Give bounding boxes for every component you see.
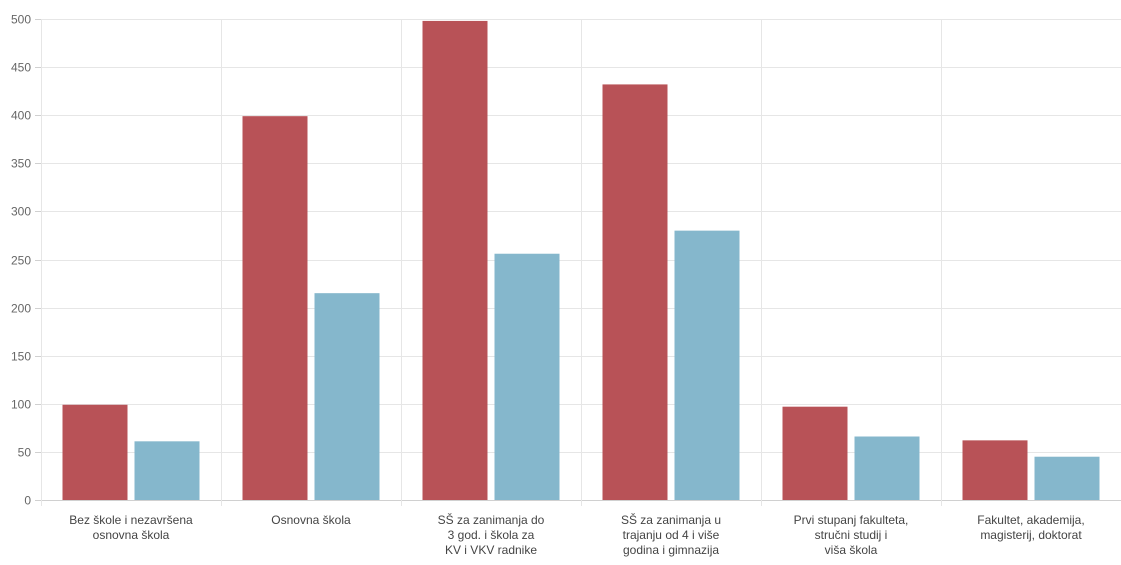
bar-series-2-cat-6[interactable]	[1034, 456, 1100, 500]
x-tick-label: Fakultet, akademija, magisterij, doktorat	[977, 513, 1084, 542]
x-tick-label: SŠ za zanimanja do 3 god. i škola za KV i …	[438, 512, 545, 557]
x-tick-label-line: SŠ za zanimanja u	[621, 512, 721, 527]
x-tick-label-line: KV i VKV radnike	[445, 543, 537, 557]
x-tick-label-line: Bez škole i nezavršena	[69, 513, 193, 527]
y-tick-label: 150	[11, 350, 31, 364]
bar-series-1-cat-2[interactable]	[242, 116, 308, 501]
y-tick-label: 0	[24, 494, 31, 508]
y-tick-label: 500	[11, 13, 31, 27]
x-tick-label-line: Osnovna škola	[271, 513, 351, 527]
x-tick-label-line: trajanju od 4 i više	[623, 528, 720, 542]
y-tick-label: 50	[18, 446, 32, 460]
x-tick-label-line: viša škola	[825, 543, 878, 557]
y-tick-label: 250	[11, 254, 31, 268]
x-tick-label: Bez škole i nezavršena osnovna škola	[69, 513, 193, 542]
x-tick-label-line: godina i gimnazija	[623, 543, 719, 557]
y-tick-label: 350	[11, 157, 31, 171]
y-tick-label: 200	[11, 302, 31, 316]
bars-layer	[62, 20, 1100, 501]
axis-layer: 0 50 100 150 200 250 300 350 400 450 500 Bez škole …	[11, 13, 1085, 558]
x-tick-label: Osnovna škola	[271, 513, 351, 527]
bar-series-2-cat-1[interactable]	[134, 441, 200, 500]
bar-series-2-cat-2[interactable]	[314, 293, 380, 500]
bar-series-1-cat-3[interactable]	[422, 20, 488, 500]
bar-series-1-cat-5[interactable]	[782, 406, 848, 500]
y-tick-label: 300	[11, 205, 31, 219]
bar-series-1-cat-6[interactable]	[962, 440, 1028, 500]
x-tick-label-line: Fakultet, akademija,	[977, 513, 1084, 527]
bar-series-2-cat-5[interactable]	[854, 436, 920, 500]
x-tick-label-line: SŠ za zanimanja do	[438, 512, 545, 527]
x-tick-label: SŠ za zanimanja u trajanju od 4 i više god…	[621, 512, 721, 557]
x-tick-label-line: 3 god. i škola za	[448, 528, 535, 542]
x-tick-label-line: magisterij, doktorat	[980, 528, 1082, 542]
x-tick-label-line: Prvi stupanj fakulteta,	[794, 513, 909, 527]
y-tick-label: 100	[11, 398, 31, 412]
x-tick-label-line: osnovna škola	[93, 528, 170, 542]
bar-series-1-cat-1[interactable]	[62, 404, 128, 500]
bar-series-1-cat-4[interactable]	[602, 84, 668, 500]
bar-series-2-cat-3[interactable]	[494, 253, 560, 500]
x-tick-label-line: stručni studij i	[815, 528, 888, 542]
bar-series-2-cat-4[interactable]	[674, 230, 740, 500]
y-tick-label: 400	[11, 109, 31, 123]
grid-layer	[35, 19, 1121, 506]
y-tick-label: 450	[11, 61, 31, 75]
